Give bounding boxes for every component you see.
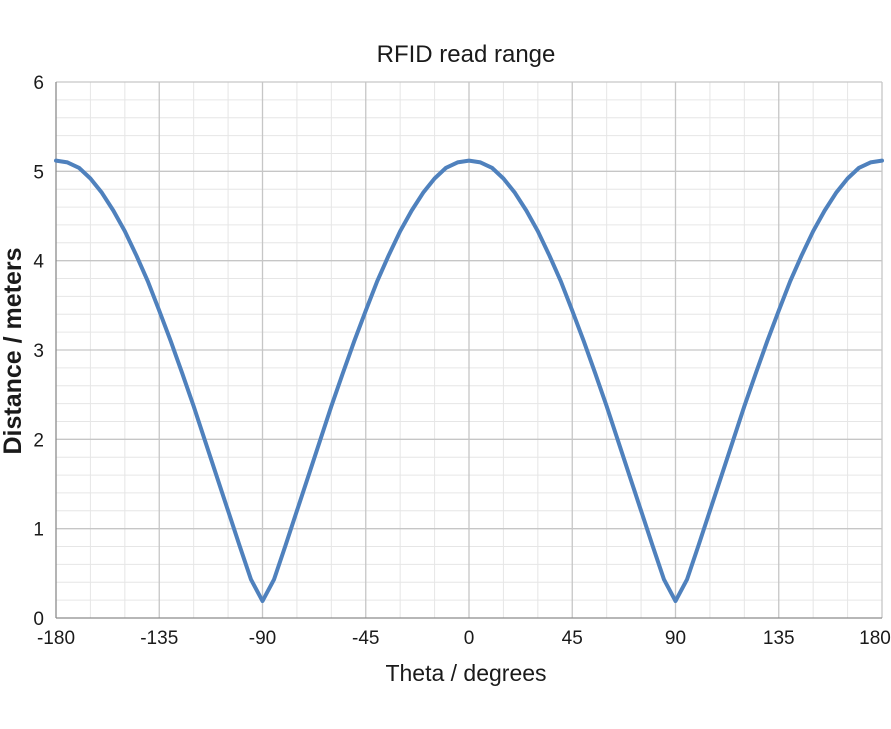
- x-axis-label: Theta / degrees: [385, 660, 546, 686]
- y-tick-label: 1: [33, 520, 44, 541]
- x-tick-label: -135: [140, 628, 178, 649]
- x-tick-label: 0: [464, 628, 475, 649]
- x-tick-label: -180: [37, 628, 75, 649]
- y-tick-labels: 0 1 2 3 4 5 6: [33, 73, 44, 630]
- series-group: [54, 158, 884, 604]
- y-axis-label: Distance / meters: [0, 247, 27, 454]
- y-tick-label: 4: [33, 252, 44, 273]
- x-tick-label: 180: [859, 628, 891, 649]
- y-tick-label: 6: [33, 73, 44, 94]
- x-tick-label: -45: [352, 628, 379, 649]
- x-tick-labels: -180 -135 -90 -45 0 45 90 135 180: [37, 628, 891, 649]
- y-tick-label: 5: [33, 162, 44, 183]
- x-tick-label: 90: [665, 628, 686, 649]
- x-tick-label: 45: [562, 628, 583, 649]
- x-tick-label: 135: [763, 628, 795, 649]
- y-tick-label: 0: [33, 609, 44, 630]
- chart-title: RFID read range: [377, 41, 556, 68]
- major-gridlines: [56, 81, 883, 618]
- series-line-0: [54, 158, 884, 604]
- y-tick-label: 3: [33, 341, 44, 362]
- x-tick-label: -90: [249, 628, 276, 649]
- y-tick-label: 2: [33, 430, 44, 451]
- axes: [55, 82, 882, 619]
